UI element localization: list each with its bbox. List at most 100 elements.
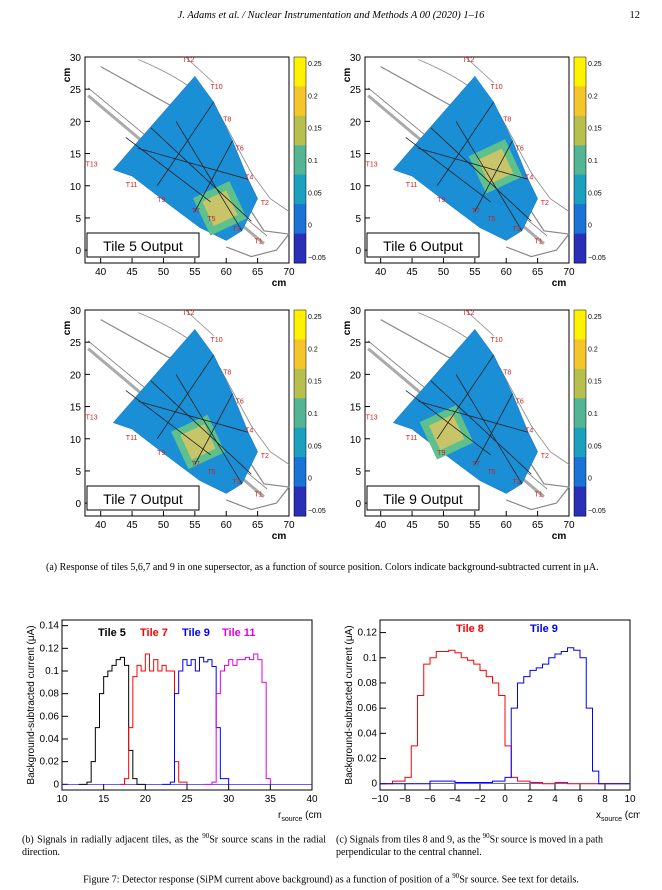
y-tick-label: 15 [350,403,362,414]
y-tick-label: 10 [70,435,82,446]
x-tick-label: 8 [602,794,608,805]
figure-caption: Figure 7: Detector response (SiPM curren… [0,870,662,886]
y-tick-label: 0.08 [40,689,60,700]
x-tick-label: −6 [424,794,436,805]
y-tick-label: 30 [70,306,82,317]
tile-label: T3 [233,479,241,486]
tile-label: T8 [503,116,511,123]
y-tick-label: 0 [371,779,377,790]
tile-label: T11 [406,182,418,189]
colorbar-label: 0.2 [588,346,598,353]
y-tick-label: 5 [355,467,361,478]
chart-perpendicular-scan: −10 −8 −6 −4 −2 0 2 4 6 8 10 0 0.02 0.04 0.06 0.08 0.1 0.… [344,619,640,823]
tile-label: T6 [236,398,244,405]
tile-label: T1 [254,239,262,246]
tile-label: T10 [491,337,503,344]
running-header: J. Adams et al. / Nuclear Instrumentatio… [177,10,485,21]
y-tick-label: 0.02 [358,754,378,765]
x-tick-label: 65 [532,267,544,278]
series-line [162,656,230,785]
colorbar-label: 0.1 [588,411,598,418]
colorbar-segment [574,174,586,205]
x-tick-label: 20 [140,794,152,805]
y-tick-label: 5 [75,214,81,225]
hotspot-inner [428,414,465,451]
x-axis-unit: cm [272,278,287,289]
colorbar-frame [293,56,307,264]
tile-boundary [455,374,523,485]
x-tick-label: 45 [407,267,419,278]
tile-label: T3 [513,226,521,233]
colorbar-label: −0.05 [588,255,606,262]
colorbar-segment [574,339,586,370]
colorbar-frame [293,309,307,517]
colorbar-label: 0.05 [588,443,602,450]
tile-label: T3 [513,479,521,486]
x-tick-label: 60 [221,267,233,278]
caption-c-text-2: Sr source is moved in a path perpendicul… [336,834,603,859]
x-tick-label: 4 [552,794,558,805]
tile-boundary [474,140,513,212]
x-tick-label: 0 [502,794,508,805]
tile-boundary [474,393,513,465]
hotspot-inner [477,148,514,185]
colorbar-segment [294,145,306,176]
colorbar-label: 0 [588,223,592,230]
y-tick-label: 0 [53,779,59,790]
y-tick-label: 15 [350,150,362,161]
colorbar-label: 0.05 [588,190,602,197]
caption-b-text-1: (b) Signals in radially adjacent tiles, … [22,834,203,846]
colorbar-label: 0.05 [308,190,322,197]
x-tick-label: −4 [449,794,461,805]
y-tick-label: 0.04 [40,734,60,745]
x-tick-label: 40 [375,520,387,531]
x-tick-label: −10 [372,794,389,805]
tile-label: T5 [207,469,215,476]
x-tick-label: 70 [283,267,295,278]
colorbar-segment [294,233,306,264]
tile-boundary [125,390,211,456]
y-tick-label: 10 [70,182,82,193]
x-tick-label: 55 [469,520,481,531]
x-axis-unit: cm [552,278,567,289]
y-tick-label: 0 [75,499,81,510]
panel-title-box [366,485,480,511]
colorbar-label: 0.1 [308,411,318,418]
x-tick-label: 15 [98,794,110,805]
y-axis-label: Background-subtracted current (μA) [26,625,37,784]
x-tick-label: 65 [252,267,264,278]
x-tick-label: 55 [469,267,481,278]
y-tick-label: 0.02 [40,757,60,768]
outer-edge [465,309,494,337]
x-tick-label: 45 [127,267,139,278]
y-axis-unit: cm [62,321,73,336]
tile-label: T13 [86,414,98,421]
tile-label: T6 [516,145,524,152]
colorbar-label: 0.25 [588,314,602,321]
y-tick-label: 0.06 [358,703,378,714]
tile-label: T8 [503,369,511,376]
tile-label: T12 [462,310,474,317]
x-tick-label: 10 [624,794,636,805]
colorbar-segment [294,310,306,340]
y-tick-label: 25 [350,338,362,349]
colorbar-segment [294,174,306,205]
colorbar-segment [574,486,586,517]
x-tick-label: 40 [95,267,107,278]
y-tick-label: 0.04 [358,728,378,739]
tile-boundary [430,380,532,475]
caption-c-text-1: (c) Signals from tiles 8 and 9, as the [336,834,483,846]
y-axis-unit: cm [342,321,353,336]
colorbar-segment [294,57,306,87]
tile-boundary [156,354,215,439]
x-tick-label: 40 [95,520,107,531]
y-tick-label: 30 [350,53,362,64]
figure-caption-sup: 90 [452,872,460,880]
x-tick-label: 55 [189,520,201,531]
x-tick-label: 40 [375,267,387,278]
y-tick-label: 0 [355,499,361,510]
outer-edge [465,56,494,84]
tile-label: T2 [261,453,269,460]
y-tick-label: 5 [75,467,81,478]
